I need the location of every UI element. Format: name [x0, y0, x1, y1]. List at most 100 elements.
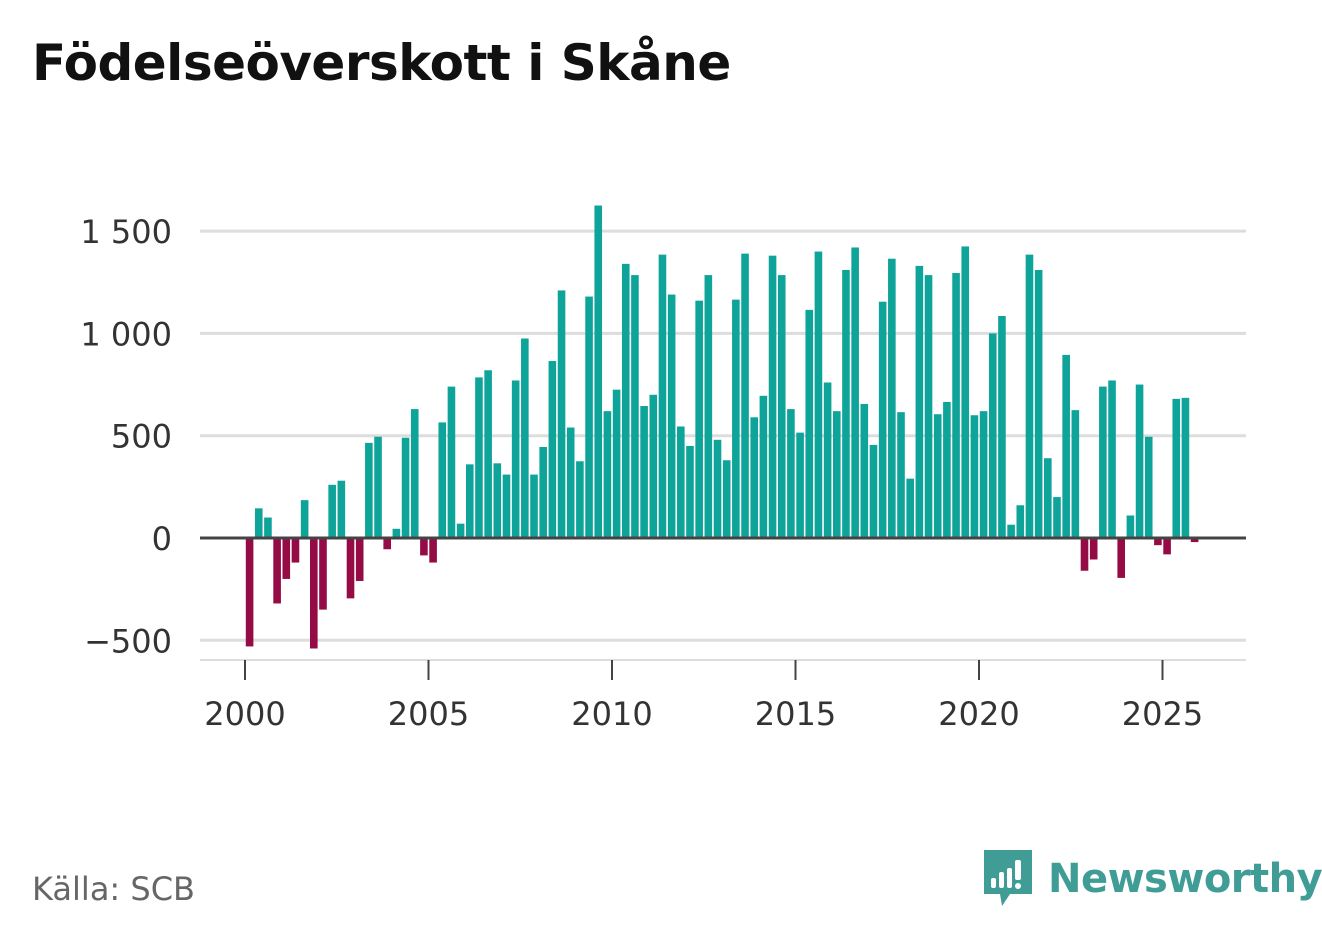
bar [1007, 524, 1015, 538]
bar [264, 517, 272, 538]
bar [961, 246, 970, 538]
bar [355, 538, 364, 581]
bar [952, 273, 960, 538]
bar [823, 382, 832, 538]
y-tick-label: 500 [111, 418, 172, 456]
y-tick-label: −500 [84, 622, 172, 660]
bar [484, 370, 492, 538]
bar [511, 380, 520, 538]
bar [612, 389, 621, 538]
brand-logo[interactable]: Newsworthy [980, 848, 1322, 910]
bar [667, 294, 676, 538]
bar [539, 446, 547, 538]
bar [291, 538, 300, 563]
bar [346, 538, 355, 599]
bar [328, 484, 336, 538]
axes: −500 0 500 1 000 1 500 2000 2005 2010 2015 2020 20… [80, 213, 1246, 733]
bar [273, 538, 281, 604]
bar [1135, 384, 1144, 538]
bar [1172, 398, 1181, 538]
bar [998, 316, 1006, 538]
x-tick-label: 2025 [1122, 695, 1203, 733]
bar [796, 432, 804, 538]
x-tick-label: 2000 [204, 695, 285, 733]
bar [447, 386, 456, 538]
bar [401, 437, 410, 538]
bar [1080, 538, 1089, 571]
bar [1044, 458, 1052, 538]
bar [649, 394, 658, 538]
bar [878, 301, 887, 538]
bar [741, 253, 749, 539]
bar [585, 296, 593, 538]
newsworthy-logo-icon [984, 850, 1032, 906]
bar [1126, 515, 1135, 538]
bar [842, 269, 850, 538]
bar [319, 538, 327, 610]
bar [686, 445, 694, 538]
bar [1062, 354, 1070, 538]
bar [1034, 269, 1043, 538]
x-tick-label: 2015 [755, 695, 836, 733]
x-tick-label: 2010 [571, 695, 652, 733]
bar [759, 395, 768, 538]
bar [814, 251, 823, 538]
bar [631, 275, 639, 538]
bar [465, 464, 474, 538]
bar [988, 333, 997, 538]
bar [365, 442, 373, 538]
bar [1053, 497, 1061, 538]
bar [502, 474, 511, 538]
bar [805, 309, 814, 538]
gridlines [200, 229, 1246, 642]
bar [245, 538, 254, 647]
bar [337, 480, 346, 538]
bar [557, 290, 566, 538]
chart-title: Födelseöverskott i Skåne [32, 34, 731, 92]
bar [695, 300, 703, 538]
bar [1117, 538, 1126, 578]
bar [429, 538, 437, 563]
bar [832, 411, 841, 538]
bar [713, 439, 722, 538]
bar [1099, 386, 1107, 538]
bar [475, 377, 483, 538]
bar [374, 436, 382, 538]
bar [1025, 254, 1034, 538]
bar [310, 538, 318, 649]
bar [943, 401, 951, 538]
bar [300, 500, 309, 538]
bar [410, 409, 419, 538]
bar [897, 412, 905, 538]
bar [456, 523, 465, 538]
bar [530, 474, 538, 538]
bar [438, 422, 447, 538]
bar [594, 205, 603, 538]
bar [970, 415, 979, 538]
bar [621, 263, 630, 538]
brand-name: Newsworthy [1048, 856, 1322, 902]
bar [906, 478, 914, 538]
x-tick-label: 2005 [388, 695, 469, 733]
y-tick-label: 1 500 [80, 213, 172, 251]
bar [1016, 505, 1025, 538]
bar [677, 426, 685, 538]
bar [1144, 436, 1153, 538]
bar [603, 411, 612, 538]
bar [1071, 410, 1080, 539]
bar [1089, 538, 1098, 560]
bar [1154, 538, 1162, 546]
bar [860, 403, 869, 538]
bar [392, 528, 401, 538]
bar [851, 247, 859, 538]
bar [924, 275, 933, 538]
bar [933, 414, 942, 538]
bar [787, 409, 795, 538]
bar [768, 255, 777, 538]
bar [1190, 538, 1199, 543]
bar [640, 406, 648, 538]
bar [658, 254, 667, 538]
bar [1108, 380, 1116, 538]
bar [548, 361, 557, 538]
